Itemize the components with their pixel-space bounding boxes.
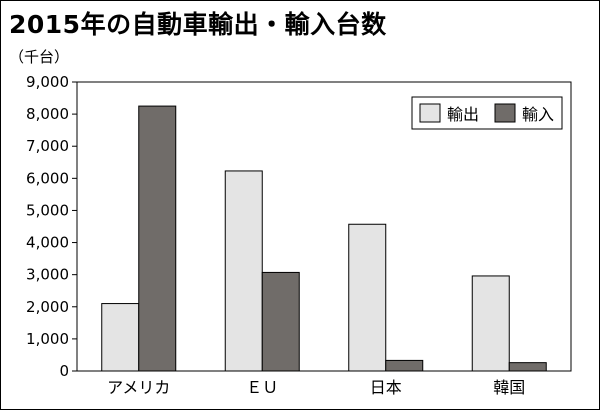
y-tick-label: 3,000 bbox=[26, 266, 69, 284]
bar-import bbox=[261, 271, 300, 372]
x-category-label: アメリカ bbox=[107, 378, 170, 397]
y-tick-label: 6,000 bbox=[26, 169, 69, 187]
x-category-label: 韓国 bbox=[493, 378, 525, 397]
y-axis-unit-label: （千台） bbox=[9, 48, 70, 66]
y-tick-label: 0 bbox=[59, 362, 69, 380]
legend-label: 輸出 bbox=[447, 105, 479, 124]
x-category-label: ＥＵ bbox=[246, 378, 278, 397]
bar-export bbox=[471, 275, 510, 372]
y-tick-label: 7,000 bbox=[26, 137, 69, 155]
y-tick-label: 9,000 bbox=[26, 73, 69, 91]
plot-area-border bbox=[76, 81, 572, 372]
y-tick-label: 5,000 bbox=[26, 201, 69, 219]
bar-import bbox=[385, 359, 424, 372]
bar-export bbox=[224, 170, 263, 372]
y-tick-label: 8,000 bbox=[26, 105, 69, 123]
y-tick-label: 4,000 bbox=[26, 234, 69, 252]
legend-swatch bbox=[494, 103, 516, 123]
y-tick-label: 2,000 bbox=[26, 298, 69, 316]
y-tick-label: 1,000 bbox=[26, 330, 69, 348]
x-category-label: 日本 bbox=[370, 378, 402, 397]
bar-import bbox=[138, 105, 177, 372]
bar-export bbox=[101, 303, 140, 372]
bar-import bbox=[508, 362, 547, 372]
chart-title: 2015年の自動車輸出・輸入台数 bbox=[9, 10, 387, 39]
legend-swatch bbox=[419, 103, 441, 123]
bar-export bbox=[348, 223, 387, 372]
legend-label: 輸入 bbox=[522, 105, 554, 124]
